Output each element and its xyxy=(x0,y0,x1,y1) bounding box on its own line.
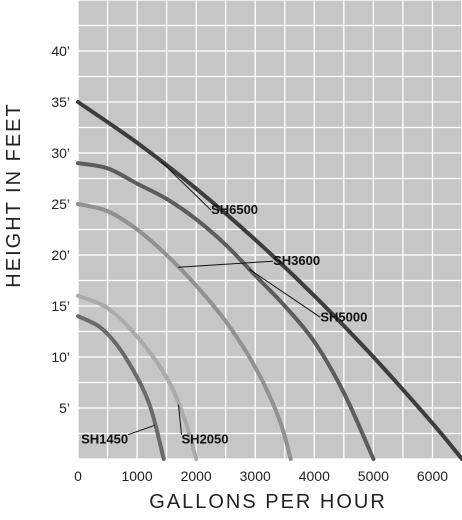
series-label-sh5000: SH5000 xyxy=(320,309,367,324)
x-tick-label: 3000 xyxy=(240,468,271,484)
series-labels: SH6500 SH5000 SH3600 SH2050 SH1450 xyxy=(81,202,367,447)
series-label-sh2050: SH2050 xyxy=(182,432,229,447)
series-line-sh1450 xyxy=(76,314,166,461)
series-line-sh5000 xyxy=(76,161,376,461)
x-tick-label: 5000 xyxy=(358,468,389,484)
x-tick-label: 0 xyxy=(74,468,82,484)
leader-line-sh5000 xyxy=(249,268,321,318)
series-label-sh1450: SH1450 xyxy=(81,432,128,447)
x-axis-title: GALLONS PER HOUR xyxy=(149,491,387,513)
x-axis-ticks: 0 1000 2000 3000 4000 5000 6000 xyxy=(74,468,448,484)
x-tick-label: 4000 xyxy=(299,468,330,484)
series-label-sh6500: SH6500 xyxy=(211,202,258,217)
y-tick-label: 5’ xyxy=(59,400,70,416)
y-axis-title: HEIGHT IN FEET xyxy=(3,102,25,287)
y-axis-ticks: 5’ 10’ 15’ 20’ 25’ 30’ 35’ 40’ xyxy=(51,43,70,416)
series-line-sh2050 xyxy=(76,293,199,461)
y-tick-label: 25’ xyxy=(51,196,70,212)
leader-line-sh6500 xyxy=(160,160,212,211)
y-tick-label: 20’ xyxy=(51,247,70,263)
y-tick-label: 35’ xyxy=(51,94,70,110)
y-tick-label: 10’ xyxy=(51,349,70,365)
y-tick-label: 40’ xyxy=(51,43,70,59)
series-line-sh6500 xyxy=(76,100,462,461)
label-leaders xyxy=(127,160,321,436)
series-line-sh3600 xyxy=(76,202,293,461)
y-tick-label: 30’ xyxy=(51,145,70,161)
leader-line-sh1450 xyxy=(127,424,155,436)
series-label-sh3600: SH3600 xyxy=(273,253,320,268)
leader-line-sh2050 xyxy=(177,404,183,435)
leader-line-sh3600 xyxy=(178,260,274,268)
x-tick-label: 6000 xyxy=(417,468,448,484)
series-lines xyxy=(76,100,462,461)
y-tick-label: 15’ xyxy=(51,298,70,314)
x-tick-label: 1000 xyxy=(121,468,152,484)
x-tick-label: 2000 xyxy=(181,468,212,484)
